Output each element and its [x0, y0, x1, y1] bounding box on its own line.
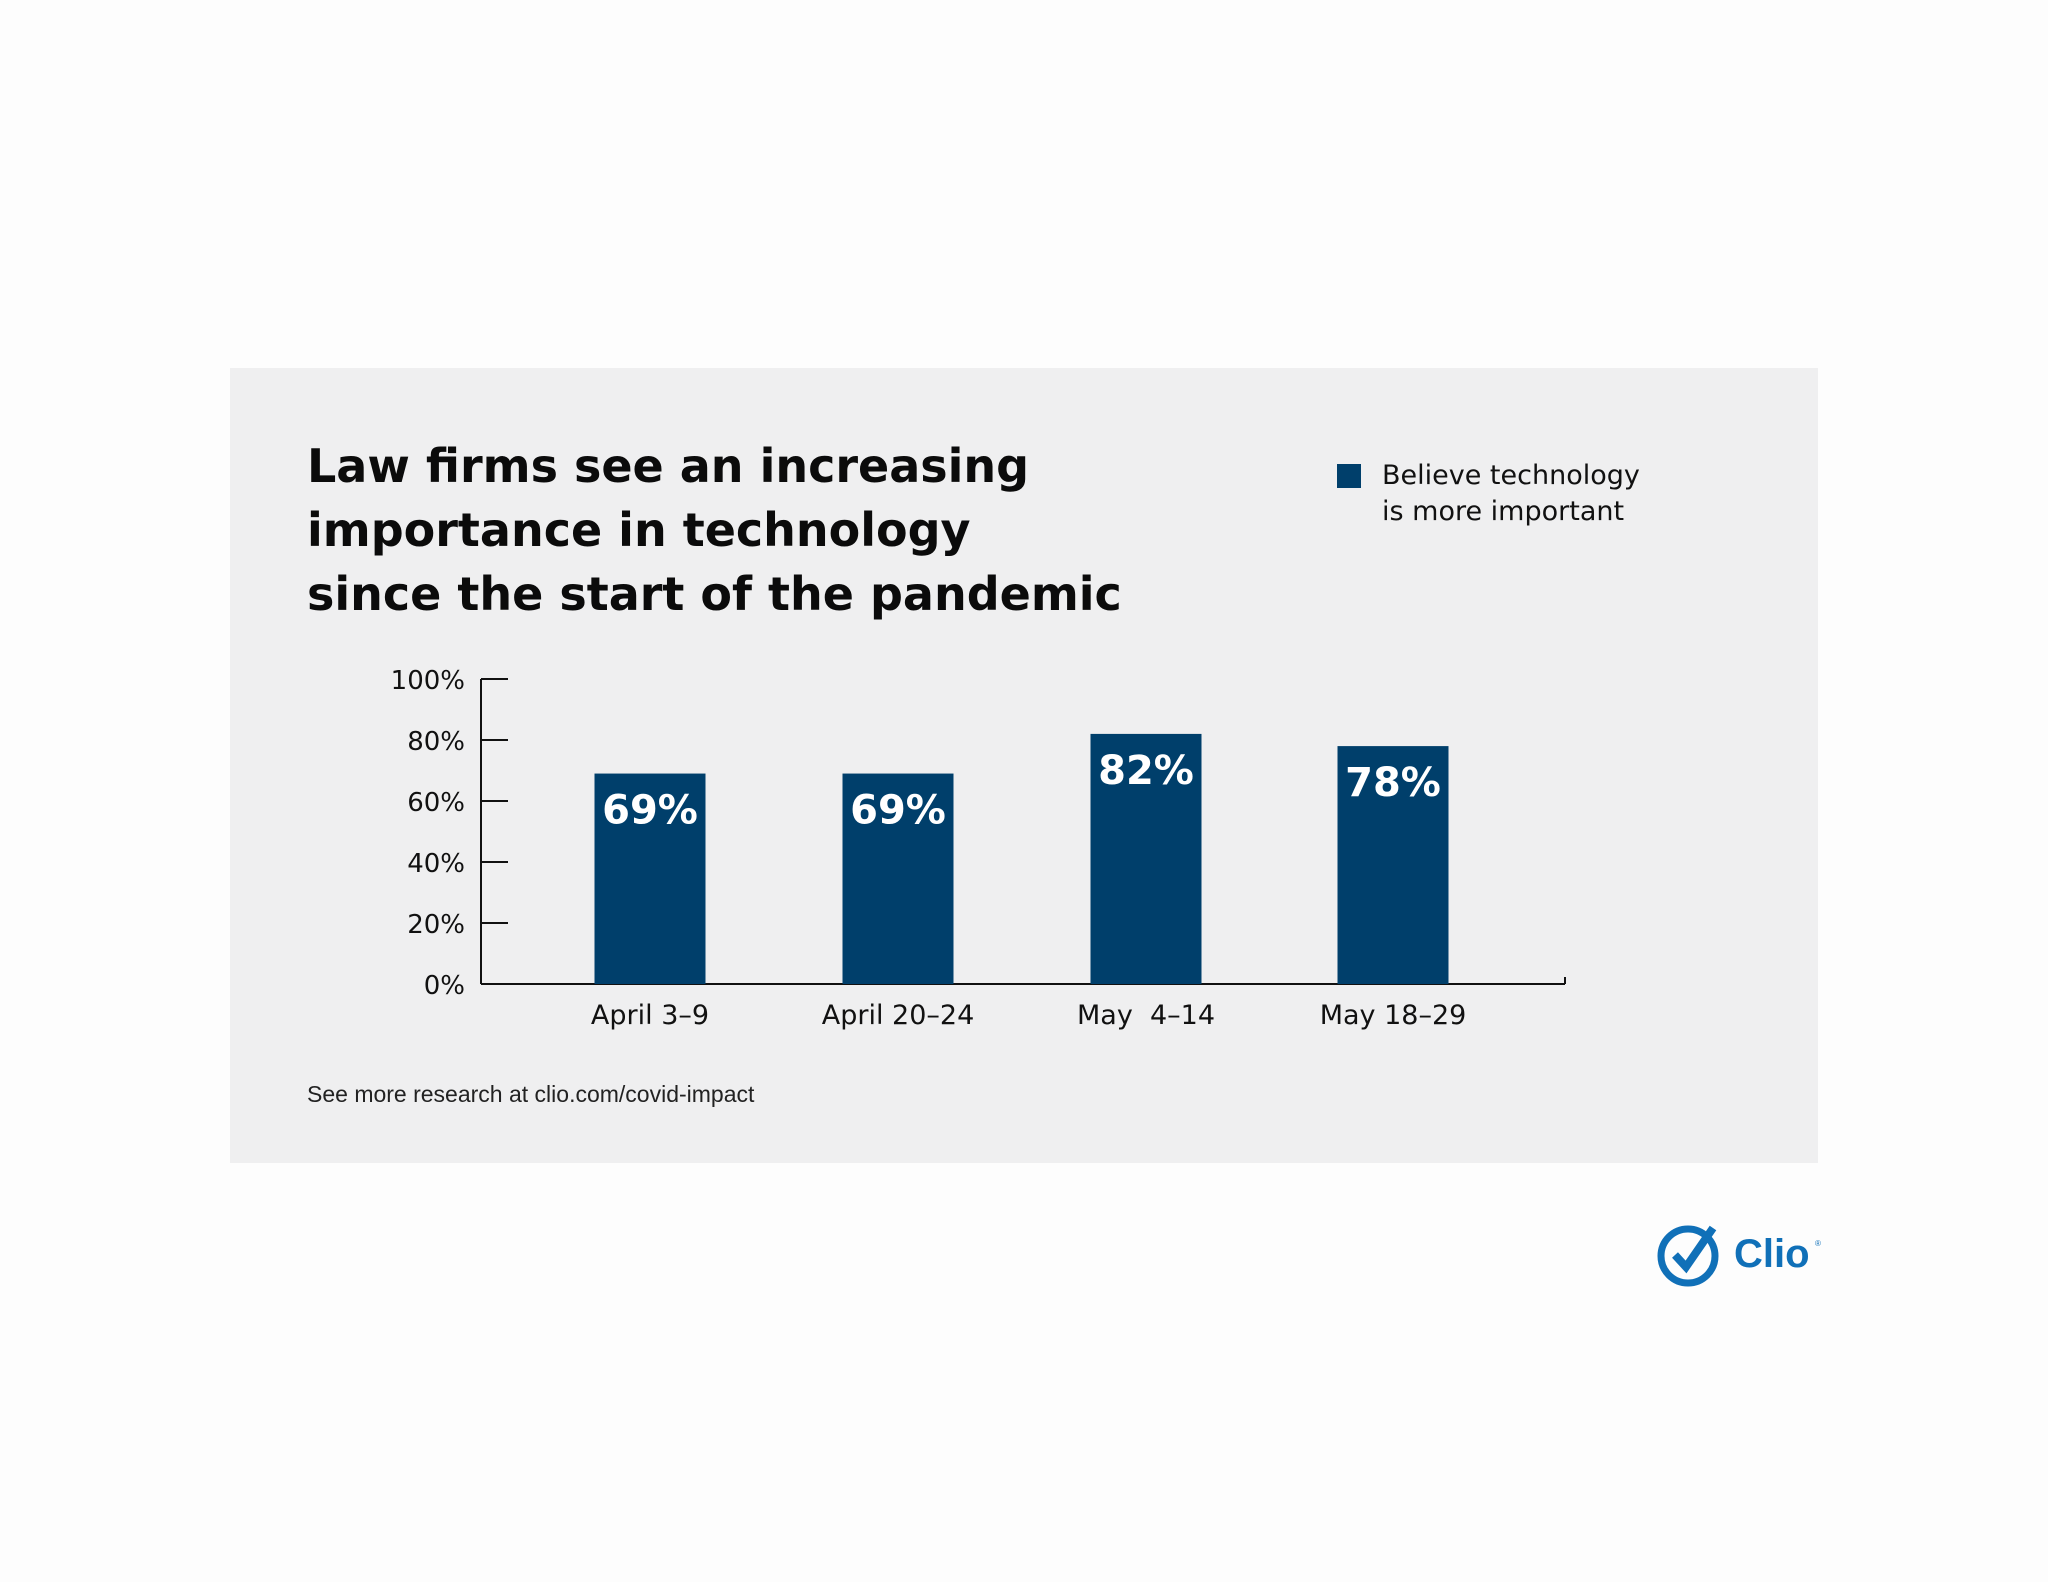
legend-label-line: Believe technology	[1382, 460, 1640, 491]
chart-title-line: Law firms see an increasing	[307, 439, 1030, 493]
bar-value-label: 69%	[850, 788, 946, 834]
x-category-label: May 4–14	[1077, 1000, 1215, 1031]
bar	[1337, 746, 1449, 984]
bar	[842, 773, 954, 984]
footnote: See more research at clio.com/covid-impa…	[307, 1081, 755, 1107]
bar-value-label: 69%	[602, 788, 698, 834]
y-tick-label: 80%	[407, 727, 465, 757]
chart-title-line: importance in technology	[307, 503, 971, 557]
y-tick-label: 20%	[407, 910, 465, 940]
registered-mark: ®	[1815, 1239, 1821, 1248]
x-category-label: April 3–9	[591, 1000, 709, 1031]
legend-swatch	[1337, 464, 1361, 488]
y-tick-label: 0%	[424, 971, 465, 1001]
bar-value-label: 82%	[1098, 748, 1194, 794]
y-tick-label: 100%	[391, 666, 465, 696]
clio-logo: Clio ®	[1655, 1222, 1825, 1288]
check-circle-icon	[1657, 1225, 1719, 1287]
x-category-label: May 18–29	[1320, 1000, 1467, 1031]
y-tick-label: 60%	[407, 788, 465, 818]
x-category-label: April 20–24	[822, 1000, 975, 1031]
bar	[594, 773, 706, 984]
y-tick-label: 40%	[407, 849, 465, 879]
bar-value-label: 78%	[1345, 760, 1441, 806]
logo-text: Clio	[1734, 1232, 1810, 1276]
chart-title: Law firms see an increasing importance i…	[307, 434, 1207, 626]
bar-chart: 0% 20% 40% 60% 80% 100% 69% April 3–9 69% April 2…	[391, 666, 1566, 1031]
bar	[1090, 733, 1202, 984]
chart-title-line: since the start of the pandemic	[307, 567, 1122, 621]
chart-card: Law firms see an increasing importance i…	[230, 368, 1818, 1163]
legend-label: Believe technology is more important	[1382, 458, 1640, 530]
legend-label-line: is more important	[1382, 496, 1625, 527]
